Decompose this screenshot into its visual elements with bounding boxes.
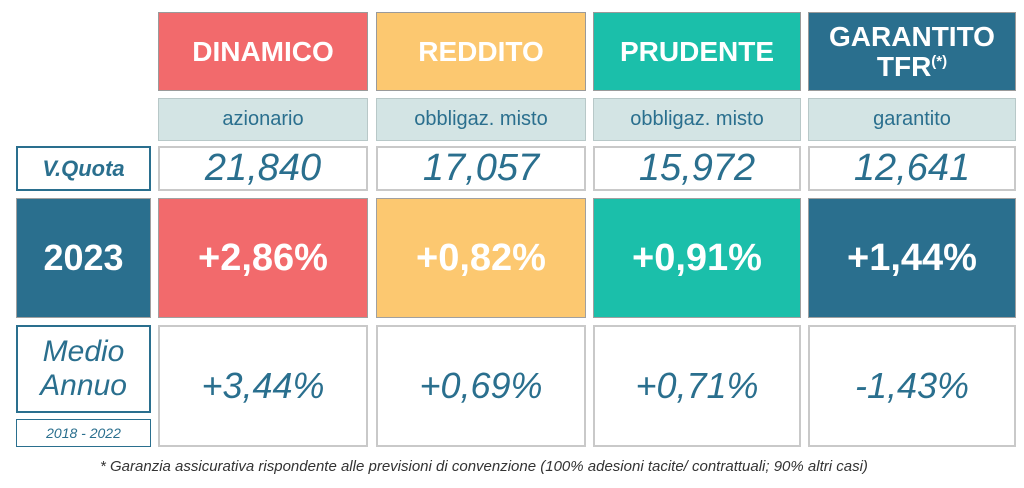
row-label-quota: V.Quota bbox=[16, 146, 151, 191]
avg-prudente-value: +0,71% bbox=[635, 365, 759, 406]
quota-garantito: 12,641 bbox=[808, 146, 1016, 191]
subtype-prudente-label: obbligaz. misto bbox=[630, 108, 764, 130]
avg-garantito-value: -1,43% bbox=[854, 365, 970, 406]
subtype-dinamico-label: azionario bbox=[222, 108, 304, 130]
row-label-avg-line2: Annuo bbox=[40, 369, 127, 402]
subtype-garantito-label: garantito bbox=[873, 108, 951, 130]
row-label-avg-period: 2018 - 2022 bbox=[16, 419, 151, 447]
perf2023-dinamico-value: +2,86% bbox=[198, 236, 328, 279]
avg-reddito-value: +0,69% bbox=[419, 365, 543, 406]
perf2023-garantito: +1,44% bbox=[808, 198, 1016, 318]
row-label-year-text: 2023 bbox=[43, 237, 124, 278]
subtype-garantito: garantito bbox=[808, 98, 1016, 141]
perf2023-reddito-value: +0,82% bbox=[416, 236, 546, 279]
subtype-prudente: obbligaz. misto bbox=[593, 98, 801, 141]
subtype-reddito: obbligaz. misto bbox=[376, 98, 586, 141]
header-dinamico-label: DINAMICO bbox=[192, 35, 334, 67]
quota-reddito: 17,057 bbox=[376, 146, 586, 191]
row-label-avg-line1: Medio bbox=[42, 334, 125, 368]
quota-garantito-value: 12,641 bbox=[853, 147, 971, 189]
avg-garantito: -1,43% bbox=[808, 325, 1016, 447]
quota-reddito-value: 17,057 bbox=[422, 147, 540, 189]
avg-reddito: +0,69% bbox=[376, 325, 586, 447]
avg-prudente: +0,71% bbox=[593, 325, 801, 447]
perf2023-dinamico: +2,86% bbox=[158, 198, 368, 318]
subtype-reddito-label: obbligaz. misto bbox=[414, 108, 548, 130]
perf2023-prudente: +0,91% bbox=[593, 198, 801, 318]
row-label-avg-period-text: 2018 - 2022 bbox=[46, 425, 121, 441]
header-reddito: REDDITO bbox=[376, 12, 586, 91]
row-label-avg: Medio Annuo bbox=[16, 325, 151, 413]
perf2023-prudente-value: +0,91% bbox=[632, 236, 762, 279]
perf2023-garantito-value: +1,44% bbox=[847, 236, 977, 279]
perf2023-reddito: +0,82% bbox=[376, 198, 586, 318]
header-prudente: PRUDENTE bbox=[593, 12, 801, 91]
quota-prudente: 15,972 bbox=[593, 146, 801, 191]
header-dinamico: DINAMICO bbox=[158, 12, 368, 91]
header-reddito-label: REDDITO bbox=[418, 35, 544, 67]
row-label-year: 2023 bbox=[16, 198, 151, 318]
header-garantito-line2: TFR(*) bbox=[876, 50, 948, 82]
quota-dinamico-value: 21,840 bbox=[204, 147, 322, 189]
header-garantito: GARANTITO TFR(*) bbox=[808, 12, 1016, 91]
quota-prudente-value: 15,972 bbox=[638, 147, 756, 189]
avg-dinamico-value: +3,44% bbox=[201, 365, 325, 406]
header-garantito-label: GARANTITO bbox=[829, 21, 995, 53]
header-tfr-footnote-mark: (*) bbox=[931, 52, 948, 70]
avg-dinamico: +3,44% bbox=[158, 325, 368, 447]
header-prudente-label: PRUDENTE bbox=[619, 35, 774, 67]
quota-dinamico: 21,840 bbox=[158, 146, 368, 191]
footnote: * Garanzia assicurativa rispondente alle… bbox=[100, 458, 868, 475]
header-tfr-label: TFR bbox=[876, 50, 932, 82]
subtype-dinamico: azionario bbox=[158, 98, 368, 141]
row-label-quota-text: V.Quota bbox=[42, 155, 125, 181]
